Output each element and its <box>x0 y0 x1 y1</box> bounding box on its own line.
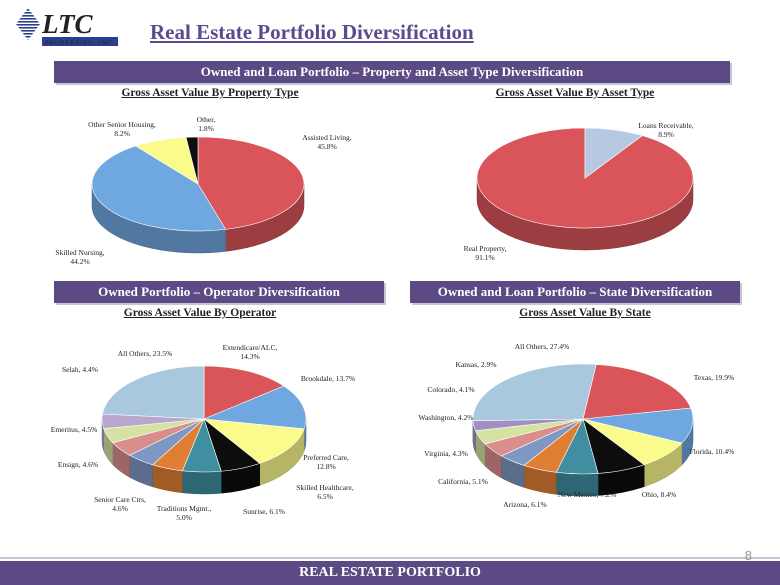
pie-label-arizona: Arizona, 6.1% <box>503 500 547 509</box>
pie-slice-preferred-care <box>203 418 305 464</box>
pie-slices <box>101 365 307 473</box>
logo-tagline: PROPERTIES, INC. <box>45 40 115 47</box>
pie-label-ensign: Ensign, 4.6% <box>58 460 98 469</box>
pie-label-virginia: Virginia, 4.3% <box>424 449 468 458</box>
pie-label-real-property: Real Property, 91.1% <box>464 244 507 262</box>
pie-label-all-others: All Others, 27.4% <box>515 342 570 351</box>
pie-label-other: Other, 1.8% <box>197 115 216 133</box>
banner-property-asset: Owned and Loan Portfolio – Property and … <box>54 61 730 83</box>
pie-label-colorado: Colorado, 4.1% <box>427 385 474 394</box>
pie-labels: Texas, 19.9% Florida, 10.4% Ohio, 8.4% New … <box>418 342 734 509</box>
page-title: Real Estate Portfolio Diversification <box>150 20 474 44</box>
pie-slice-texas <box>582 364 692 420</box>
pie-label-brookdale: Brookdale, 13.7% <box>301 374 355 383</box>
pie-label-senior-care-ctrs: Senior Care Ctrs, 4.6% <box>94 495 146 513</box>
page-number: 8 <box>744 548 752 563</box>
banner-state: Owned and Loan Portfolio – State Diversi… <box>410 281 740 303</box>
pie-label-assisted-living: Assisted Living, 45.8% <box>302 133 351 151</box>
pie-slice-florida <box>582 407 694 444</box>
pie-label-other-senior-housing: Other Senior Housing, 8.2% <box>88 120 156 138</box>
pie-labels: Real Property, 91.1% Loans Receivable, 8.9% <box>464 121 694 262</box>
footer-divider <box>0 557 780 559</box>
chart-title-property-type: Gross Asset Value By Property Type <box>121 87 299 99</box>
pie-label-emeritus: Emeritus, 4.5% <box>51 425 97 434</box>
pie-slice-all-others <box>102 365 205 420</box>
pie-slice-brookdale <box>203 385 307 430</box>
pie-label-skilled-healthcare: Skilled Healthcare, 6.5% <box>296 483 354 501</box>
pie-labels: Extendicare/ALC, 14.3% Brookdale, 13.7% Pre… <box>51 343 355 522</box>
banner-operator: Owned Portfolio – Operator Diversificati… <box>54 281 384 303</box>
pie-slice-assisted-living <box>197 136 305 230</box>
pie-labels: Assisted Living, 45.8% Skilled Nursing, 44.… <box>55 115 351 266</box>
pie-label-loans-receivable: Loans Receivable, 8.9% <box>638 121 694 139</box>
pie-label-skilled-nursing: Skilled Nursing, 44.2% <box>55 248 104 266</box>
pie-label-washington: Washington, 4.2% <box>418 413 473 422</box>
pie-slices <box>91 136 305 232</box>
pie-label-kansas: Kansas, 2.9% <box>455 360 496 369</box>
pie-label-selah: Selah, 4.4% <box>62 365 98 374</box>
pie-slice-all-others <box>472 363 597 421</box>
pie-slice-loans-receivable <box>584 127 643 179</box>
pie-label-traditions-mgmt: Traditions Mgmt., 5.0% <box>157 504 212 522</box>
pie-label-preferred-care: Preferred Care, 12.8% <box>303 453 349 471</box>
chart-title-operator: Gross Asset Value By Operator <box>123 307 277 319</box>
pie-label-extendicare-alc: Extendicare/ALC, 14.3% <box>223 343 278 361</box>
pie-label-texas: Texas, 19.9% <box>694 373 735 382</box>
chart-title-state: Gross Asset Value By State <box>519 307 651 319</box>
pie-label-california: California, 5.1% <box>438 477 488 486</box>
footer-banner: REAL ESTATE PORTFOLIO <box>0 561 780 585</box>
pie-slice-other <box>185 136 199 185</box>
logo-tagline-bar <box>42 37 118 46</box>
pie-label-all-others: All Others, 23.5% <box>118 349 173 358</box>
company-logo: LTC PROPERTIES, INC. <box>16 8 118 47</box>
pie-label-new-mexico: New Mexico, 7.2% <box>558 490 616 499</box>
pie-label-sunrise: Sunrise, 6.1% <box>243 507 285 516</box>
pie-slice-skilled-nursing <box>91 145 227 232</box>
chart-title-asset-type: Gross Asset Value By Asset Type <box>495 87 655 99</box>
pie-slice-extendicare-alc <box>203 365 285 420</box>
pie-slices <box>476 127 694 229</box>
pie-label-florida: Florida, 10.4% <box>690 447 735 456</box>
pie-label-ohio: Ohio, 8.4% <box>642 490 676 499</box>
pie-slices <box>472 363 694 475</box>
logo-diamond-icon <box>16 8 40 40</box>
logo-letters: LTC <box>41 9 93 39</box>
